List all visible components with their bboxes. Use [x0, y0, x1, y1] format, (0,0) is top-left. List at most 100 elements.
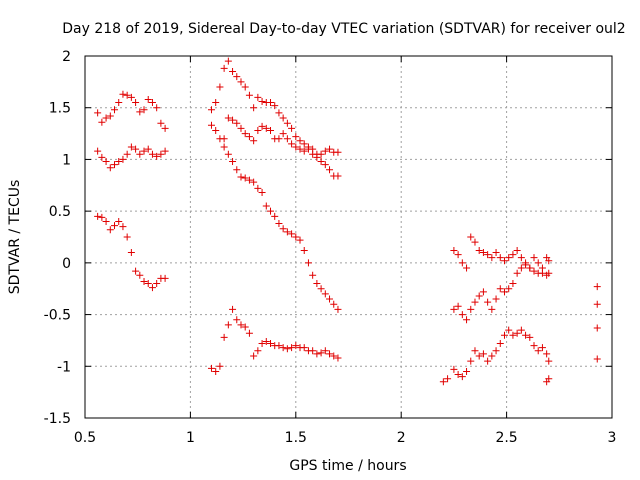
data-point	[467, 233, 475, 241]
data-point	[300, 344, 308, 352]
data-point	[317, 285, 325, 293]
data-point	[157, 119, 165, 127]
data-point	[530, 267, 538, 275]
data-point	[330, 300, 338, 308]
data-point	[522, 331, 530, 339]
data-point	[250, 178, 258, 186]
x-tick-label: 2.5	[495, 430, 517, 446]
data-point	[300, 140, 308, 148]
data-point	[458, 311, 466, 319]
data-point	[505, 285, 513, 293]
data-point	[496, 285, 504, 293]
data-point	[317, 349, 325, 357]
data-point	[545, 375, 553, 383]
data-point	[450, 305, 458, 313]
data-point	[119, 223, 127, 231]
data-point	[292, 342, 300, 350]
data-point	[140, 277, 148, 285]
data-point	[530, 254, 538, 262]
data-point	[313, 350, 321, 358]
data-point	[439, 378, 447, 386]
data-point	[271, 102, 279, 110]
data-point	[98, 118, 106, 126]
data-point	[111, 161, 119, 169]
series-arc-b1	[207, 57, 342, 158]
data-point	[207, 106, 215, 114]
data-point	[513, 329, 521, 337]
data-point	[326, 350, 334, 358]
data-point	[296, 137, 304, 145]
data-point	[509, 251, 517, 259]
data-point	[241, 83, 249, 91]
data-point	[123, 91, 131, 99]
data-point	[148, 150, 156, 158]
data-point	[267, 207, 275, 215]
y-tick-labels: -1.5 -1 -0.5 0 0.5 1 1.5 2	[44, 49, 71, 427]
data-point	[254, 347, 262, 355]
data-point	[317, 157, 325, 165]
series-arc-c2	[450, 261, 553, 324]
x-tick-label: 2	[397, 430, 406, 446]
data-point	[220, 64, 228, 72]
data-point	[326, 166, 334, 174]
data-point	[94, 109, 102, 117]
data-point	[471, 347, 479, 355]
data-point	[288, 344, 296, 352]
data-point	[488, 254, 496, 262]
data-point	[254, 126, 262, 134]
data-point	[153, 104, 161, 112]
data-point	[161, 124, 169, 132]
series-arc-c3	[450, 326, 553, 381]
data-point	[267, 99, 275, 107]
data-point	[538, 269, 546, 277]
data-point	[288, 124, 296, 132]
data-point	[144, 280, 152, 288]
data-point	[119, 155, 127, 163]
data-point	[144, 95, 152, 103]
data-point	[500, 257, 508, 265]
data-point	[237, 321, 245, 329]
axis-ticks	[84, 55, 613, 419]
data-point	[250, 352, 258, 360]
data-point	[522, 261, 530, 269]
y-axis-label: SDTVAR / TECUs	[7, 180, 23, 295]
data-point	[543, 350, 551, 358]
data-point	[207, 364, 215, 372]
data-point	[479, 288, 487, 296]
data-point	[216, 83, 224, 91]
y-tick-label: 2	[62, 49, 71, 65]
data-point	[454, 251, 462, 259]
data-point	[450, 365, 458, 373]
data-point	[94, 212, 102, 220]
data-point	[216, 362, 224, 370]
data-point	[132, 145, 140, 153]
series-arc-b4	[207, 305, 342, 375]
data-point	[153, 152, 161, 160]
data-point	[262, 337, 270, 345]
data-point	[534, 259, 542, 267]
data-point	[309, 150, 317, 158]
data-point	[245, 133, 253, 141]
data-point	[444, 375, 452, 383]
series-arc-a3	[94, 212, 169, 292]
series-arc-c4	[439, 375, 553, 386]
data-point	[106, 226, 114, 234]
data-point	[229, 305, 237, 313]
data-point	[513, 269, 521, 277]
data-point	[496, 254, 504, 262]
data-point	[161, 147, 169, 155]
plot-frame	[84, 55, 613, 419]
y-tick-label: -1.5	[44, 411, 71, 427]
data-point	[321, 147, 329, 155]
data-point	[127, 249, 135, 257]
x-tick-label: 1.5	[285, 430, 307, 446]
data-point	[300, 246, 308, 254]
data-point	[526, 264, 534, 272]
data-point	[526, 333, 534, 341]
data-point	[292, 143, 300, 151]
data-point	[275, 342, 283, 350]
data-point	[140, 147, 148, 155]
data-point	[237, 124, 245, 132]
data-point	[471, 238, 479, 246]
